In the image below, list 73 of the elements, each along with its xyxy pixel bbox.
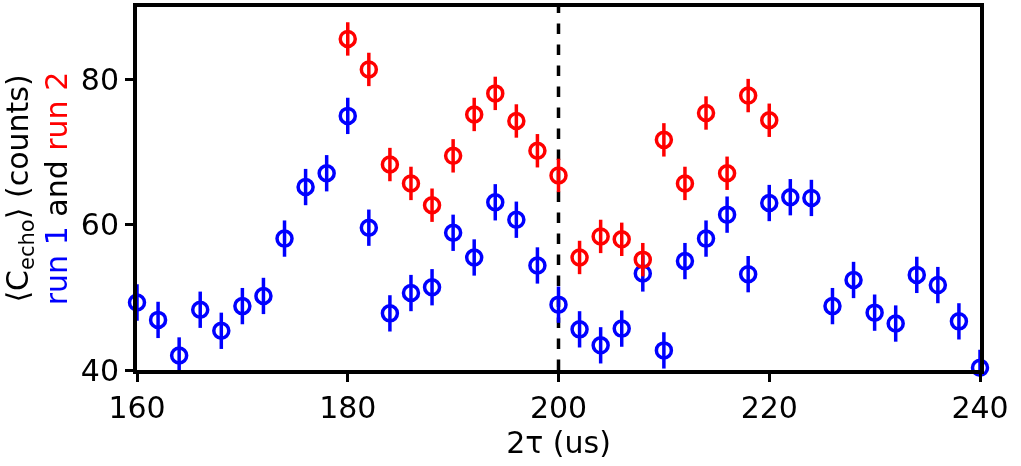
point	[233, 296, 252, 316]
point	[127, 293, 147, 312]
point	[401, 283, 421, 303]
point	[844, 270, 863, 290]
point	[338, 29, 357, 49]
point	[148, 310, 168, 330]
point	[359, 218, 379, 237]
point	[422, 277, 442, 297]
legend-label: run 1	[39, 226, 74, 306]
point	[865, 303, 884, 322]
point	[443, 223, 463, 243]
point	[949, 312, 969, 331]
point	[612, 230, 631, 249]
y-tick-label: 40	[80, 352, 119, 388]
point	[507, 111, 526, 131]
x-axis-title: 2τ (us)	[506, 425, 611, 460]
point	[717, 205, 737, 224]
y-tick-label: 60	[80, 207, 119, 243]
point	[781, 187, 800, 207]
point	[886, 314, 905, 333]
point	[212, 321, 231, 341]
point	[654, 130, 674, 150]
point	[760, 193, 779, 213]
point	[338, 106, 357, 126]
point	[654, 341, 674, 360]
point	[549, 166, 568, 185]
point	[275, 229, 294, 248]
text: run 2	[39, 71, 74, 151]
point	[296, 177, 315, 197]
x-tick-label: 240	[951, 390, 1009, 425]
point	[591, 336, 610, 355]
point	[422, 195, 442, 215]
point	[486, 193, 505, 212]
y-tick-label: 80	[80, 62, 119, 98]
point	[380, 304, 400, 323]
point	[528, 141, 547, 160]
point	[359, 60, 379, 79]
point	[317, 164, 336, 183]
point	[254, 286, 273, 306]
point	[760, 111, 779, 130]
point	[380, 155, 400, 174]
x-tick-label: 180	[319, 390, 377, 425]
point	[169, 346, 189, 365]
point	[486, 84, 505, 103]
point	[401, 174, 421, 193]
x-tick-label: 200	[529, 390, 588, 425]
point	[738, 264, 758, 284]
point	[570, 320, 589, 339]
point	[612, 319, 631, 338]
point	[549, 295, 568, 314]
point	[823, 296, 842, 316]
point	[443, 146, 463, 166]
point	[591, 227, 610, 246]
point	[190, 300, 210, 319]
point	[464, 105, 484, 124]
x-tick-label: 220	[740, 390, 798, 425]
text: and	[39, 160, 74, 217]
point	[717, 164, 737, 183]
point	[464, 248, 484, 267]
point	[802, 188, 821, 208]
point	[970, 358, 990, 378]
point	[907, 265, 927, 285]
point	[738, 86, 758, 105]
point	[928, 275, 948, 295]
point	[675, 251, 695, 271]
point	[633, 250, 653, 269]
point	[675, 174, 695, 193]
point	[570, 248, 589, 267]
x-tick-label: 160	[108, 390, 166, 425]
point	[528, 256, 547, 275]
point	[696, 229, 716, 248]
point	[507, 210, 526, 229]
point	[696, 103, 716, 123]
